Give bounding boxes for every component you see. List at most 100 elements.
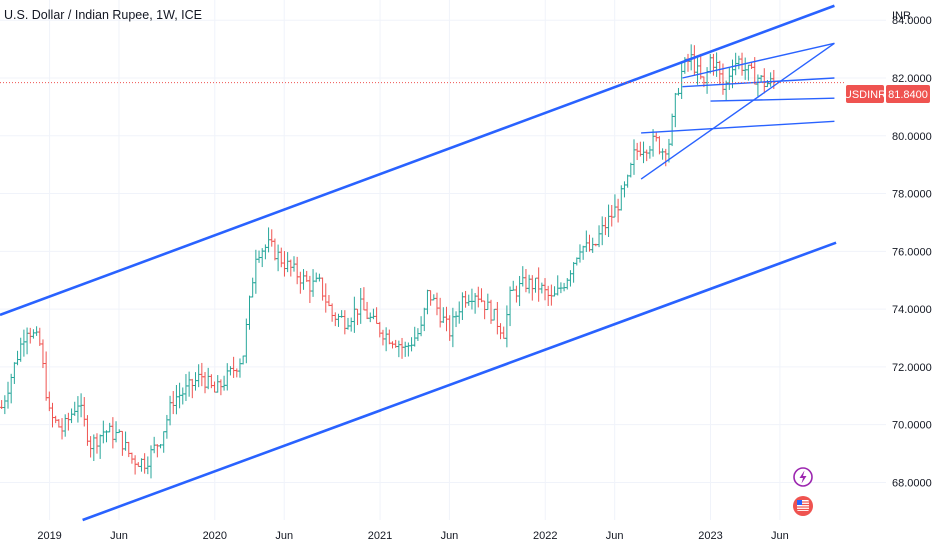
ohlc-bar [434, 292, 439, 316]
ohlc-bar [145, 456, 150, 475]
ohlc-bar [263, 244, 268, 260]
ohlc-bar [736, 55, 741, 70]
ohlc-bar [514, 285, 519, 303]
time-tick-label: 2023 [698, 530, 722, 542]
ohlc-bar [161, 431, 166, 453]
time-tick-label: Jun [110, 530, 128, 542]
pattern-trendline[interactable] [640, 42, 835, 180]
ohlc-bar [28, 327, 33, 344]
ohlc-bar [301, 269, 306, 290]
ohlc-bar [34, 326, 39, 336]
ohlc-bar [288, 259, 293, 277]
ohlc-bar [110, 417, 115, 449]
ohlc-bar [269, 229, 274, 247]
ohlc-bar [136, 462, 141, 467]
symbol-tag: USDINR [844, 89, 886, 101]
ohlc-bar [187, 371, 192, 397]
price-tick-label: 68.0000 [892, 477, 932, 489]
ohlc-bar [527, 274, 532, 294]
ohlc-bar [422, 307, 427, 332]
ohlc-bar [63, 414, 68, 437]
ohlc-bar [577, 244, 582, 263]
ohlc-bar [234, 368, 239, 378]
lightning-icon[interactable] [793, 467, 813, 487]
ohlc-bar [241, 355, 246, 365]
ohlc-bar [698, 53, 703, 80]
ohlc-bar [504, 305, 509, 348]
pattern-trendline[interactable] [710, 97, 835, 102]
ohlc-bar [612, 194, 617, 218]
ohlc-bar [597, 225, 602, 248]
ohlc-bar [88, 436, 93, 458]
ohlc-bar [679, 63, 684, 99]
last-price-tag-bg [886, 85, 930, 103]
time-axis[interactable]: 2019 Jun 2020 Jun 2021 Jun 2022 Jun 2023 Jun [37, 530, 788, 542]
ohlc-bar [133, 455, 138, 475]
price-tick-label: 76.0000 [892, 246, 932, 258]
symbol-price-tag: USDINR 81.8400 [844, 85, 930, 103]
ohlc-bar [31, 329, 36, 339]
grid [0, 0, 886, 520]
ohlc-bar [482, 300, 487, 320]
ohlc-bar [279, 247, 284, 268]
ohlc-bar [644, 149, 649, 162]
ohlc-bar [533, 277, 538, 293]
ohlc-bar [21, 329, 26, 357]
ohlc-bar [352, 296, 357, 333]
ohlc-bar [419, 316, 424, 337]
ohlc-bar [768, 72, 773, 87]
ohlc-bar [50, 402, 55, 428]
ohlc-bar [711, 53, 716, 76]
time-tick-label: Jun [771, 530, 789, 542]
pattern-trendline[interactable] [641, 120, 835, 134]
channel-trendline[interactable] [82, 241, 837, 522]
ohlc-bar [377, 321, 382, 338]
price-axis[interactable]: 84.0000 82.0000 80.0000 78.0000 76.0000 74.00… [892, 15, 932, 489]
price-tick-label: 78.0000 [892, 189, 932, 201]
ohlc-bar [686, 53, 691, 72]
pattern-trendline[interactable] [682, 42, 835, 79]
ohlc-bar [183, 374, 188, 402]
ohlc-bar [463, 290, 468, 308]
ohlc-bar [285, 252, 290, 273]
last-price-tag: 81.8400 [888, 89, 928, 101]
ohlc-bar [139, 458, 144, 472]
ohlc-bar [695, 57, 700, 85]
ohlc-bar [295, 256, 300, 285]
ohlc-bar [600, 216, 605, 246]
ohlc-bar [355, 308, 360, 326]
us-flag-icon[interactable] [793, 496, 813, 516]
ohlc-bar [390, 341, 395, 349]
ohlc-bar [708, 53, 713, 74]
ohlc-bar [215, 375, 220, 393]
time-tick-label: 2019 [37, 530, 61, 542]
ohlc-bar [571, 262, 576, 283]
ohlc-bar [129, 452, 134, 464]
ohlc-bar [485, 293, 490, 311]
ohlc-bar [733, 52, 738, 76]
ohlc-bar [91, 434, 96, 462]
ohlc-bar [75, 396, 80, 423]
ohlc-bar [98, 434, 103, 459]
ohlc-bar [326, 295, 331, 307]
ohlc-bar [428, 290, 433, 306]
ohlc-bar [692, 45, 697, 76]
time-tick-label: 2022 [533, 530, 557, 542]
ohlc-bar [492, 308, 497, 321]
trendlines[interactable] [0, 4, 837, 522]
ohlc-bar [120, 430, 125, 456]
ohlc-bar [651, 129, 656, 157]
ohlc-bar [568, 270, 573, 287]
pattern-trendline[interactable] [682, 77, 835, 88]
ohlc-bar [206, 367, 211, 390]
symbol-tag-bg [846, 85, 884, 103]
channel-trendline[interactable] [0, 4, 835, 317]
ohlc-bar [625, 174, 630, 188]
ohlc-bar [400, 337, 405, 359]
ohlc-bar [237, 358, 242, 378]
ohlc-bar [476, 286, 481, 308]
ohlc-bar [193, 372, 198, 391]
ohlc-bar [222, 375, 227, 391]
